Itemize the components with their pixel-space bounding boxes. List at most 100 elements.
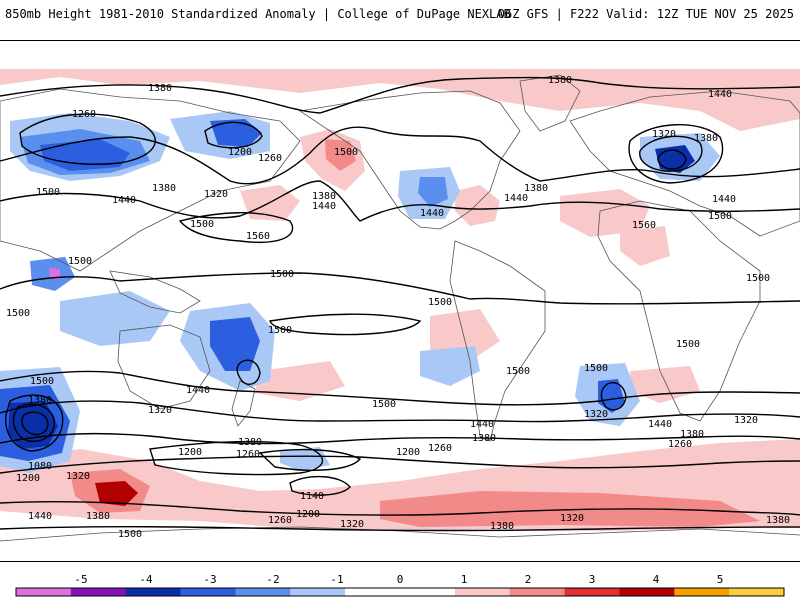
pos-south-america-e [430, 309, 500, 361]
contour-label: 1380 [312, 191, 336, 202]
contour-label: 1380 [524, 183, 548, 194]
contour-label: 1500 [118, 529, 142, 540]
coast-north-america [298, 90, 521, 230]
colorbar-swatch [235, 588, 291, 596]
contour-europe-low [657, 149, 687, 170]
colorbar-swatches [16, 588, 785, 596]
contour-1320-south [0, 455, 800, 474]
colorbar-tick: 2 [525, 573, 532, 586]
colorbar-swatch [509, 588, 566, 596]
colorbar-swatch [180, 588, 236, 596]
contour-label: 1140 [300, 491, 324, 502]
contour-low-indian-2 [12, 403, 55, 442]
contour-label: 1500 [268, 325, 292, 336]
pos-atlantic [560, 189, 650, 237]
contour-label: 1560 [246, 231, 270, 242]
contour-label: 1440 [648, 419, 672, 430]
coast-asia-west [0, 88, 301, 272]
contour-label: 1440 [470, 419, 494, 430]
contour-label: 1380 [472, 433, 496, 444]
contour-label: 1260 [236, 449, 260, 460]
pos-southern-strong-west [95, 481, 138, 506]
contour-label: 1380 [28, 395, 52, 406]
contour-label: 1440 [112, 195, 136, 206]
contour-label: 1200 [178, 447, 202, 458]
contour-1380-south-far [0, 501, 800, 516]
contour-label: 1500 [708, 211, 732, 222]
colorbar-tick: 0 [397, 573, 404, 586]
colorbar-swatch [400, 588, 456, 596]
contour-label: 1260 [668, 439, 692, 450]
contour-coral-low [236, 359, 261, 385]
colorbar-swatch [345, 588, 401, 596]
contour-label: 1380 [680, 429, 704, 440]
contour-label: 1560 [632, 220, 656, 231]
contour-label: 1440 [186, 385, 210, 396]
colorbar: -5 -4 -3 -2 -1 0 1 2 3 4 5 [0, 570, 800, 600]
contour-1260-south [149, 440, 323, 476]
pos-us-east [455, 185, 500, 226]
contour-label: 1440 [708, 89, 732, 100]
colorbar-swatch [729, 588, 785, 596]
contour-label: 1500 [190, 219, 214, 230]
contour-label: 1440 [28, 511, 52, 522]
contour-1380-south [0, 432, 800, 445]
contour-label: 1440 [420, 208, 444, 219]
colorbar-swatch [674, 588, 730, 596]
neg-coral-sea-core [210, 317, 260, 371]
colorbar-tick: 4 [653, 573, 660, 586]
contour-label: 1380 [548, 75, 572, 86]
pos-alaska-core [325, 139, 356, 171]
pos-south-atlantic [630, 366, 700, 403]
map-title: 850mb Height 1981-2010 Standardized Anom… [5, 7, 511, 21]
contour-1440-north [0, 126, 800, 185]
contour-label: 1380 [152, 183, 176, 194]
contour-label: 1320 [148, 405, 172, 416]
contour-label: 1380 [238, 437, 262, 448]
contour-label: 1260 [428, 443, 452, 454]
contour-label: 1380 [86, 511, 110, 522]
contour-label: 1500 [584, 363, 608, 374]
contour-label: 1500 [334, 147, 358, 158]
contour-label-layer: 1380 1260 1200 1260 1500 1380 1320 1440 … [6, 75, 790, 540]
colorbar-tick: -5 [74, 573, 87, 586]
contour-label: 1380 [148, 83, 172, 94]
colorbar-swatch [564, 588, 620, 596]
contour-label: 1320 [66, 471, 90, 482]
contour-1200-eastasia [204, 121, 263, 149]
coast-africa [597, 200, 761, 422]
map-canvas: 1380 1260 1200 1260 1500 1380 1320 1440 … [0, 69, 800, 542]
colorbar-frame [15, 587, 785, 597]
contour-label: 1500 [428, 297, 452, 308]
pos-south-pacific [255, 361, 345, 401]
contour-1320-europe [639, 135, 703, 172]
colorbar-swatch [290, 588, 346, 596]
neg-indian-cyclone-core [49, 268, 60, 279]
neg-siberia-core [40, 139, 130, 171]
contour-label: 1320 [652, 129, 676, 140]
colorbar-swatch [70, 588, 127, 596]
contour-1440-south [0, 400, 800, 423]
contour-label: 1500 [746, 273, 770, 284]
contour-label: 1440 [712, 194, 736, 205]
contour-label: 1500 [36, 187, 60, 198]
contour-label: 1500 [270, 269, 294, 280]
contour-1500-north [0, 180, 800, 222]
contour-label: 1500 [676, 339, 700, 350]
contour-label: 1320 [584, 409, 608, 420]
contour-label: 1380 [694, 133, 718, 144]
contour-label: 1260 [268, 515, 292, 526]
colorbar-tick: -1 [330, 573, 343, 586]
pos-africa-north [620, 226, 670, 266]
colorbar-swatch [16, 588, 72, 596]
contour-label: 1440 [312, 201, 336, 212]
colorbar-swatch [619, 588, 675, 596]
contour-equatorial-1500 [0, 272, 800, 305]
contour-label: 1500 [68, 256, 92, 267]
colorbar-tick-labels: -5 -4 -3 -2 -1 0 1 2 3 4 5 [74, 573, 723, 586]
neg-tropical-indian [60, 291, 170, 346]
colorbar-canvas: -5 -4 -3 -2 -1 0 1 2 3 4 5 [15, 573, 785, 597]
contour-label: 1380 [490, 521, 514, 532]
colorbar-tick: 5 [717, 573, 724, 586]
contour-1380-europe [628, 123, 724, 184]
